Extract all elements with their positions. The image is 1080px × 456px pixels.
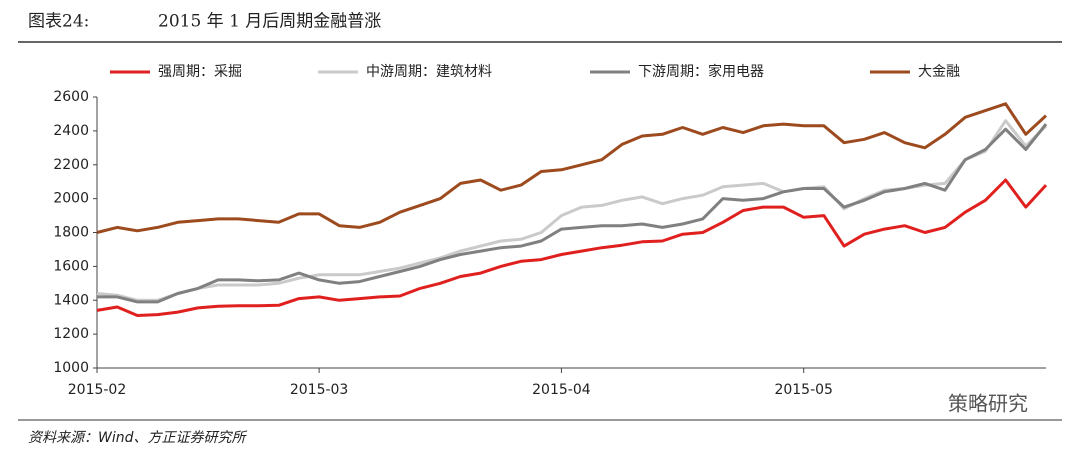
y-tick-label: 1600 (53, 258, 89, 274)
chart-title: 2015 年 1 月后周期金融普涨 (158, 12, 381, 32)
x-tick-label: 2015-02 (68, 382, 127, 398)
watermark: 策略研究 (948, 392, 1028, 416)
x-tick-label: 2015-04 (532, 382, 591, 398)
series-line (97, 123, 1048, 304)
y-tick-label: 1400 (53, 292, 89, 308)
y-tick-label: 1200 (53, 326, 89, 342)
series-line (96, 119, 1048, 302)
legend-label: 下游周期：家用电器 (638, 63, 764, 80)
legend-label: 强周期：采掘 (158, 64, 242, 80)
y-tick-label: 2200 (53, 157, 89, 173)
y-tick-label: 2400 (53, 123, 89, 139)
legend-label: 大金融 (918, 64, 960, 80)
figure-label: 图表24: (28, 12, 89, 32)
legend-label: 中游周期：建筑材料 (366, 64, 492, 80)
y-tick-label: 2000 (53, 191, 89, 207)
x-tick-label: 2015-05 (774, 382, 833, 398)
y-tick-label: 2600 (53, 89, 89, 105)
y-tick-label: 1000 (53, 360, 89, 376)
series-line (96, 178, 1048, 317)
source: 资料来源：Wind、方正证券研究所 (28, 430, 247, 446)
y-tick-label: 1800 (53, 225, 89, 241)
series-line (96, 102, 1048, 234)
x-tick-label: 2015-03 (290, 382, 349, 398)
